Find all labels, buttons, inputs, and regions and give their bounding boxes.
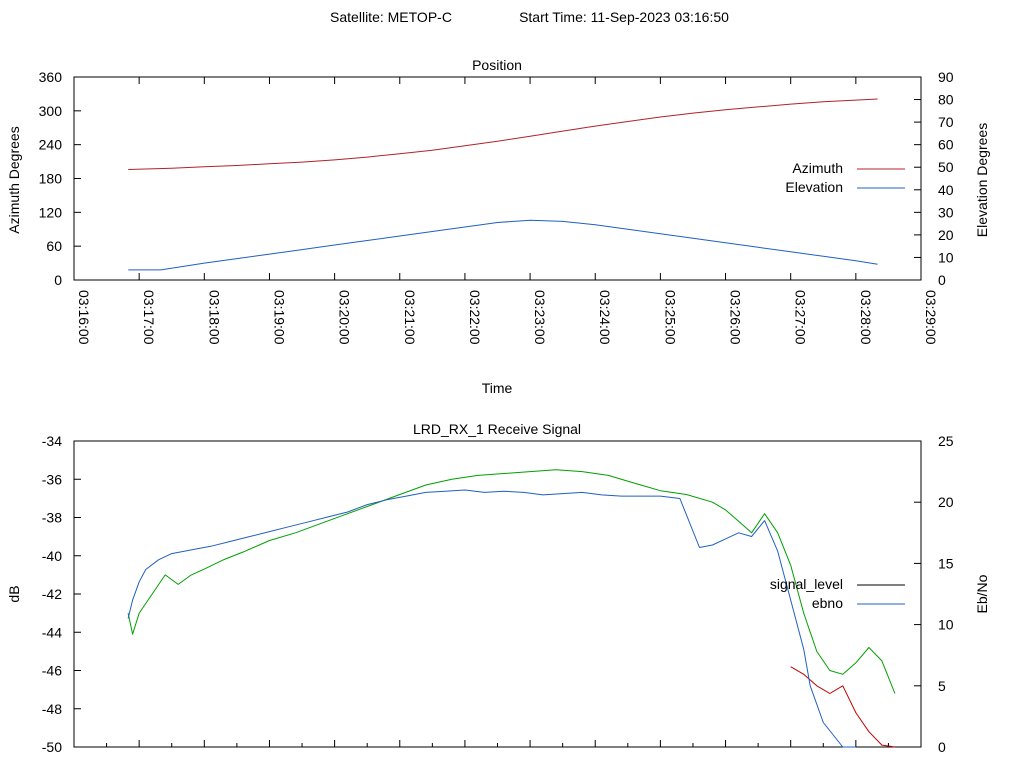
signal-y-tick-label: -34 [42, 433, 62, 449]
position-y2-tick-label: 90 [938, 69, 954, 85]
signal-y-tick-label: -36 [42, 471, 62, 487]
position-x-tick-label: 03:22:00 [467, 290, 483, 345]
header-satellite: Satellite: METOP-C [330, 9, 452, 25]
position-y2-tick-label: 10 [938, 249, 954, 265]
signal-y-axis: -50 -48 -46 -44 -42 -40 -38 -36 -34 [42, 433, 81, 755]
position-x-tick-label: 03:27:00 [793, 290, 809, 345]
position-y2-tick-label: 0 [938, 272, 946, 288]
position-y2-axis-label: Elevation Degrees [974, 123, 990, 237]
position-x-tick-label: 03:24:00 [597, 290, 613, 345]
legend-label-azimuth: Azimuth [792, 160, 843, 176]
position-x-axis-label: Time [482, 380, 513, 396]
header-start-time: Start Time: 11-Sep-2023 03:16:50 [519, 9, 729, 25]
position-series-elevation [128, 219, 878, 271]
signal-y-tick-label: -44 [42, 624, 62, 640]
signal-y2-axis: 0 5 10 15 20 25 [914, 433, 954, 755]
legend-label-signal-level: signal_level [770, 576, 843, 592]
position-x-tick-label: 03:17:00 [141, 290, 157, 345]
position-chart: Position 0 60 120 180 240 300 360 0 10 20 30 40 50 6… [6, 57, 990, 396]
signal-y2-axis-label: Eb/No [974, 574, 990, 613]
signal-y-tick-label: -40 [42, 548, 62, 564]
position-x-tick-label: 03:29:00 [923, 290, 939, 345]
signal-y2-tick-label: 0 [938, 739, 946, 755]
position-y2-tick-label: 50 [938, 159, 954, 175]
position-x-axis: 03:16:00 03:17:00 03:18:00 03:19:00 03:20:00… [73, 77, 939, 345]
position-y-axis: 0 60 120 180 240 300 360 [39, 69, 81, 288]
position-x-tick-label: 03:25:00 [662, 290, 678, 345]
position-y-tick-label: 120 [39, 204, 63, 220]
signal-y2-tick-label: 10 [938, 617, 954, 633]
position-x-tick-label: 03:26:00 [728, 290, 744, 345]
signal-y-tick-label: -50 [42, 739, 62, 755]
signal-y2-tick-label: 20 [938, 494, 954, 510]
position-y2-tick-label: 70 [938, 114, 954, 130]
position-x-tick-label: 03:18:00 [206, 290, 222, 345]
signal-y-tick-label: -42 [42, 586, 62, 602]
signal-series-ebno [127, 489, 856, 748]
signal-y2-tick-label: 15 [938, 555, 954, 571]
signal-y2-tick-label: 5 [938, 678, 946, 694]
signal-series-signal-level [127, 469, 896, 694]
position-series [128, 98, 878, 271]
position-y-tick-label: 0 [54, 272, 62, 288]
position-x-tick-label: 03:28:00 [858, 290, 874, 345]
legend-label-elevation: Elevation [785, 179, 843, 195]
position-y2-tick-label: 20 [938, 227, 954, 243]
position-series-azimuth [128, 98, 878, 170]
position-chart-title: Position [472, 57, 522, 73]
signal-y-tick-label: -38 [42, 510, 62, 526]
position-y-tick-label: 180 [39, 171, 63, 187]
position-x-tick-label: 03:21:00 [402, 290, 418, 345]
position-y-tick-label: 360 [39, 69, 63, 85]
legend-label-ebno: ebno [812, 595, 843, 611]
position-x-tick-label: 03:16:00 [76, 290, 92, 345]
position-y-tick-label: 60 [46, 238, 62, 254]
position-y2-tick-label: 40 [938, 182, 954, 198]
signal-y2-tick-label: 25 [938, 433, 954, 449]
signal-series [127, 469, 896, 748]
position-y2-tick-label: 80 [938, 92, 954, 108]
signal-chart-title: LRD_RX_1 Receive Signal [413, 421, 581, 437]
position-x-tick-label: 03:20:00 [337, 290, 353, 345]
position-y2-axis: 0 10 20 30 40 50 60 70 80 90 [914, 69, 954, 288]
signal-legend: signal_level ebno [770, 576, 905, 611]
position-y2-tick-label: 30 [938, 204, 954, 220]
signal-y-axis-label: dB [6, 585, 22, 602]
signal-chart: LRD_RX_1 Receive Signal -50-48-46-44-42-… [6, 421, 990, 755]
position-legend: Azimuth Elevation [785, 160, 905, 195]
position-x-tick-label: 03:23:00 [532, 290, 548, 345]
position-y-axis-label: Azimuth Degrees [6, 126, 22, 233]
position-y-tick-label: 240 [39, 137, 63, 153]
signal-x-axis [73, 740, 922, 747]
position-y2-tick-label: 60 [938, 137, 954, 153]
signal-plot-frame [73, 440, 922, 748]
position-y-tick-label: 300 [39, 103, 63, 119]
signal-series-signal-level-low [790, 666, 895, 748]
position-x-tick-label: 03:19:00 [271, 290, 287, 345]
signal-y-tick-label: -46 [42, 663, 62, 679]
signal-y-tick-label: -48 [42, 701, 62, 717]
